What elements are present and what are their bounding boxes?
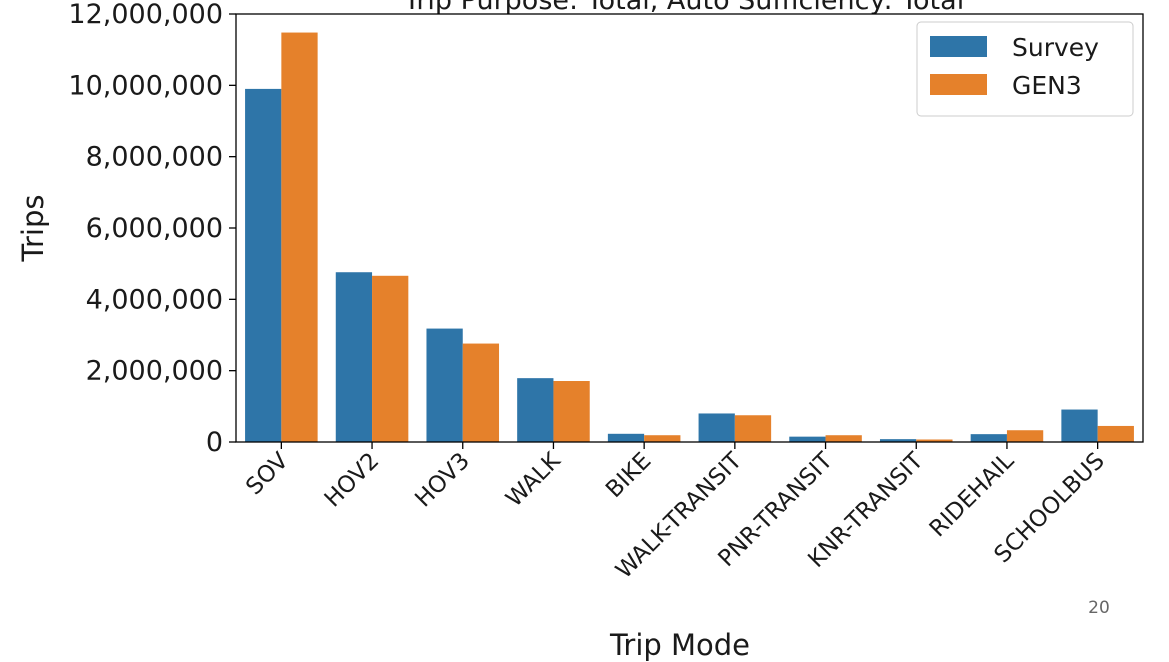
- bar-survey-bike: [607, 433, 645, 442]
- x-tick-label: WALK: [501, 447, 566, 512]
- y-tick-label: 6,000,000: [86, 213, 223, 244]
- y-tick-label: 2,000,000: [86, 356, 223, 387]
- y-axis-label: Trips: [16, 195, 50, 263]
- bar-survey-pnr-transit: [789, 436, 826, 442]
- y-tick-label: 10,000,000: [68, 70, 223, 101]
- bar-survey-hov3: [426, 328, 463, 442]
- bar-survey-hov2: [335, 272, 373, 442]
- legend-swatch-survey: [930, 36, 987, 57]
- bar-gen3-hov3: [462, 343, 500, 442]
- bar-gen3-knr-transit: [916, 439, 953, 442]
- bar-survey-knr-transit: [879, 439, 917, 442]
- y-tick-label: 12,000,000: [68, 0, 223, 30]
- bar-gen3-hov2: [372, 275, 409, 442]
- page-number: 20: [1088, 598, 1110, 618]
- bar-gen3-walk: [553, 381, 590, 442]
- x-tick-label: RIDEHAIL: [925, 448, 1020, 543]
- bar-survey-sov: [245, 88, 282, 443]
- bar-survey-walk-transit: [698, 413, 735, 442]
- y-tick-label: 4,000,000: [86, 284, 223, 315]
- legend: Survey GEN3: [916, 21, 1134, 117]
- x-tick-label: HOV2: [320, 448, 385, 513]
- legend-label-gen3: GEN3: [1012, 71, 1082, 100]
- bar-gen3-pnr-transit: [825, 435, 862, 442]
- bar-gen3-schoolbus: [1097, 425, 1134, 442]
- bar-survey-ridehail: [970, 434, 1007, 442]
- bar-gen3-bike: [644, 435, 681, 442]
- chart-title: Trip Purpose: Total, Auto Sufficiency: T…: [403, 0, 964, 16]
- legend-swatch-gen3: [930, 74, 987, 95]
- x-tick-label: BIKE: [601, 448, 656, 503]
- x-tick-label: SOV: [241, 448, 294, 501]
- bar-survey-schoolbus: [1061, 409, 1098, 442]
- bars-group: [245, 32, 1134, 443]
- bar-survey-walk: [517, 378, 554, 442]
- bar-gen3-sov: [281, 32, 318, 443]
- bar-gen3-ridehail: [1006, 430, 1044, 442]
- bar-gen3-walk-transit: [734, 415, 772, 442]
- y-tick-label: 0: [206, 427, 223, 458]
- y-tick-label: 8,000,000: [86, 142, 223, 173]
- x-axis-label: Trip Mode: [609, 628, 750, 662]
- legend-label-survey: Survey: [1012, 33, 1099, 62]
- x-tick-label: HOV3: [410, 448, 475, 513]
